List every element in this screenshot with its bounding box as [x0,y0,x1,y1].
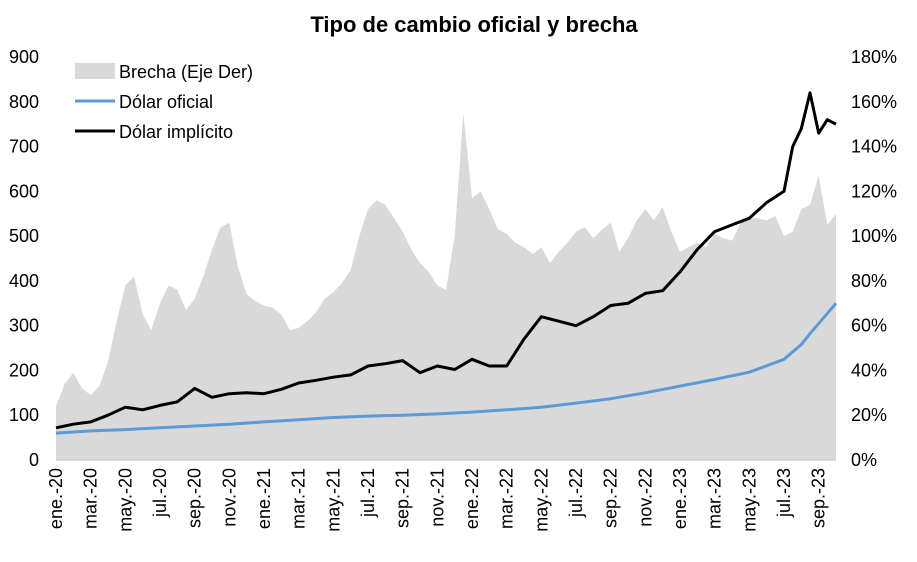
x-tick-label: jul.-20 [150,468,170,518]
dolar-oficial-line [55,302,838,435]
y-right-tick-label: 40% [851,360,887,380]
y-left-tick-label: 400 [9,271,39,291]
y-right-tick-label: 140% [851,137,897,157]
y-right-tick-label: 120% [851,181,897,201]
y-right-tick-label: 0% [851,450,877,470]
y-right-tick-label: 60% [851,316,887,336]
legend-label-implicito: Dólar implícito [119,122,233,142]
x-tick-label: may.-21 [323,468,343,532]
x-tick-label: nov.-21 [427,468,447,527]
x-tick-label: jul.-23 [774,468,794,518]
y-left-tick-label: 800 [9,92,39,112]
x-tick-label: nov.-20 [219,468,239,527]
x-tick-label: ene.-22 [462,468,482,529]
y-left-axis: 0 100 200 300 400 500 600 700 800 900 [9,47,39,470]
x-tick-label: may.-20 [115,468,135,532]
x-tick-label: jul.-21 [358,468,378,518]
legend-label-brecha: Brecha (Eje Der) [119,62,253,82]
x-tick-label: sep.-20 [185,468,205,528]
x-tick-label: may.-22 [531,468,551,532]
chart-title: Tipo de cambio oficial y brecha [310,12,638,37]
x-tick-label: ene.-21 [254,468,274,529]
y-right-axis: 0% 20% 40% 60% 80% 100% 120% 140% 160% 180% [851,47,897,470]
y-right-tick-label: 160% [851,92,897,112]
y-left-tick-label: 0 [29,450,39,470]
x-tick-label: ene.-20 [46,468,66,529]
x-tick-label: sep.-22 [601,468,621,528]
y-left-tick-label: 600 [9,181,39,201]
y-right-tick-label: 180% [851,47,897,67]
x-tick-label: sep.-21 [393,468,413,528]
x-tick-label: mar.-21 [289,468,309,529]
x-tick-label: mar.-22 [497,468,517,529]
brecha-area-layer [56,113,836,460]
dolar-implicito-line [55,91,837,430]
x-tick-label: jul.-22 [566,468,586,518]
y-right-tick-label: 20% [851,405,887,425]
legend: Brecha (Eje Der) Dólar oficial Dólar imp… [75,62,253,142]
x-tick-label: mar.-23 [705,468,725,529]
x-tick-label: ene.-23 [670,468,690,529]
lines-layer [55,91,838,435]
y-left-tick-label: 900 [9,47,39,67]
x-tick-label: may.-23 [739,468,759,532]
x-tick-label: mar.-20 [81,468,101,529]
x-axis: ene.-20 mar.-20 may.-20 jul.-20 sep.-20 nov.-… [46,459,836,532]
y-left-tick-label: 200 [9,360,39,380]
x-tick-label: sep.-23 [809,468,829,528]
y-left-tick-label: 100 [9,405,39,425]
x-tick-label: nov.-22 [635,468,655,527]
y-right-tick-label: 100% [851,226,897,246]
legend-swatch-brecha [75,63,115,79]
y-left-tick-label: 300 [9,316,39,336]
legend-label-oficial: Dólar oficial [119,92,213,112]
y-left-tick-label: 700 [9,137,39,157]
y-right-tick-label: 80% [851,271,887,291]
brecha-area [56,113,836,460]
y-left-tick-label: 500 [9,226,39,246]
